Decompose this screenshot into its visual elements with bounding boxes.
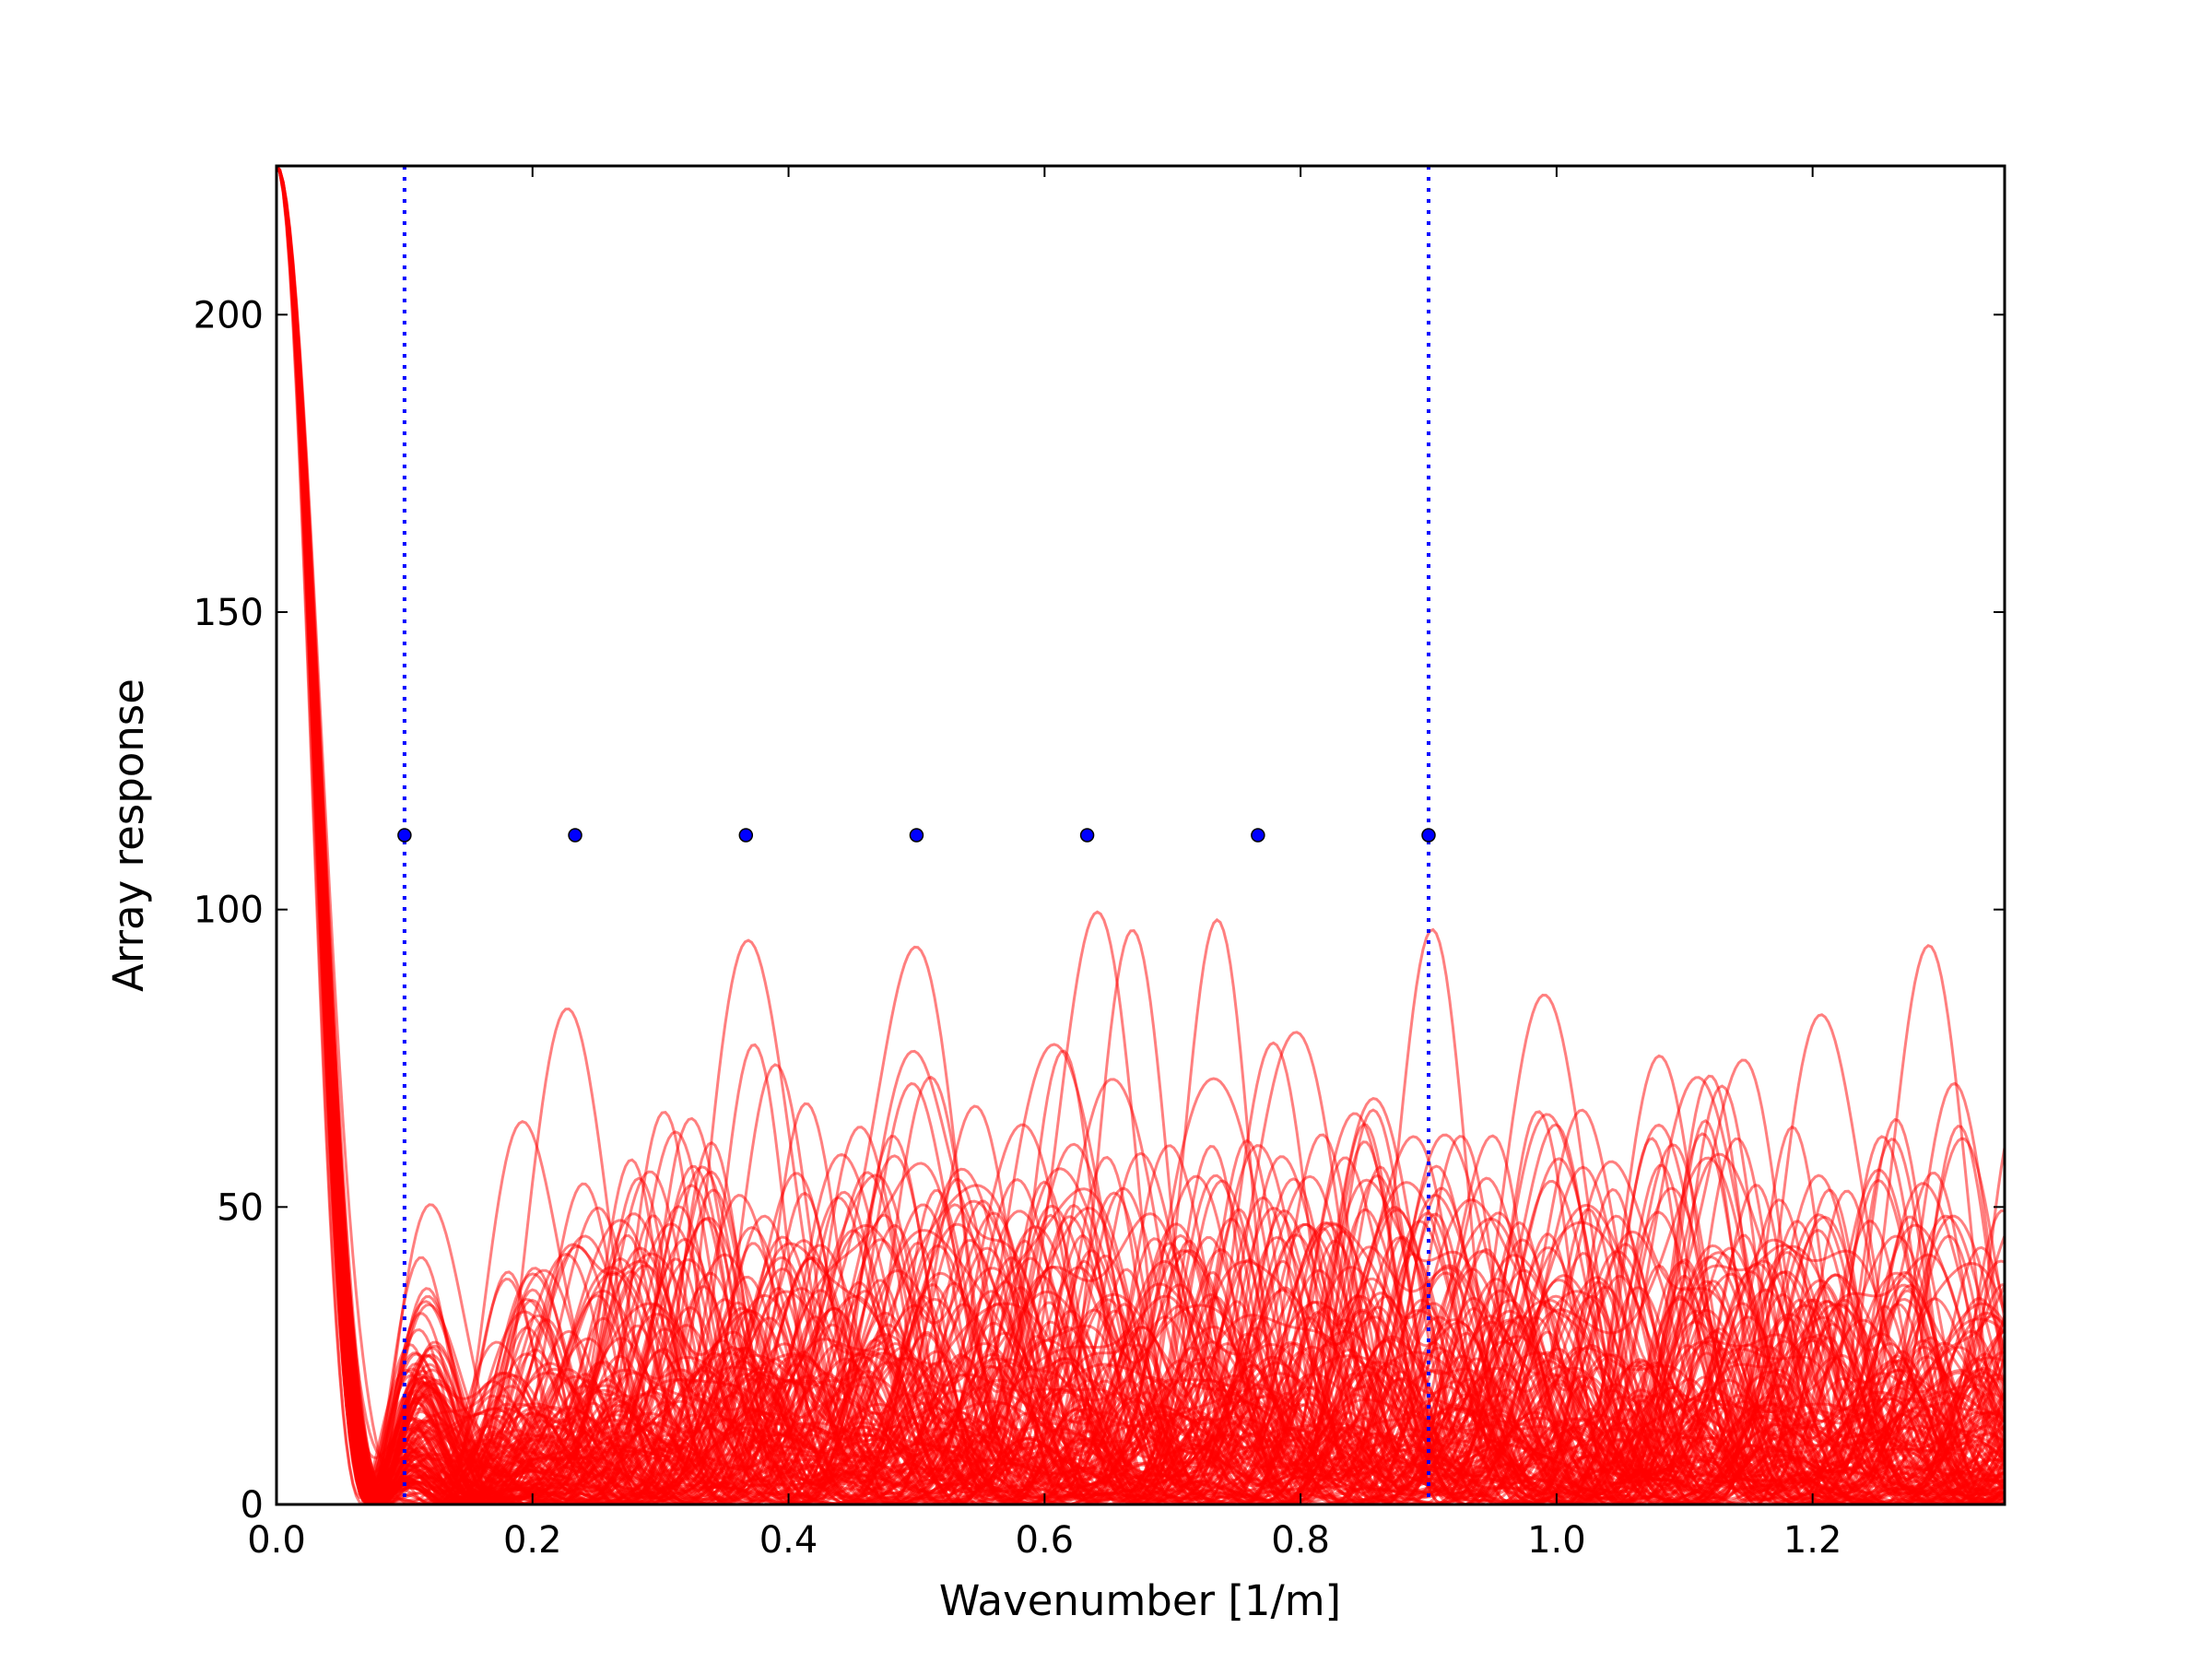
response-curve: [276, 166, 2005, 1504]
sample-marker: [1251, 828, 1265, 843]
sample-marker: [1079, 828, 1095, 843]
response-curve: [276, 166, 2005, 1504]
response-curve: [276, 166, 2005, 1504]
x-tick-label: 0.0: [247, 1519, 306, 1562]
y-axis-ticks: 0 50 100 150 200: [194, 294, 2005, 1527]
sample-marker: [1421, 828, 1436, 843]
response-curve: [276, 166, 2005, 1504]
sample-marker: [738, 828, 754, 843]
y-tick-label: 50: [217, 1186, 264, 1229]
y-tick-label: 0: [241, 1484, 264, 1527]
response-curve: [276, 166, 2005, 1504]
response-curve: [276, 166, 2005, 1504]
sample-marker: [909, 828, 924, 843]
x-tick-label: 1.0: [1527, 1519, 1586, 1562]
y-tick-label: 200: [194, 294, 264, 336]
sample-markers: [397, 828, 1436, 843]
y-tick-label: 100: [194, 890, 264, 932]
response-curve: [276, 166, 2005, 1504]
x-tick-label: 0.2: [503, 1519, 562, 1562]
x-tick-label: 0.4: [759, 1519, 818, 1562]
sample-marker: [397, 828, 412, 843]
x-axis-label: Wavenumber [1/m]: [939, 1576, 1341, 1625]
x-tick-label: 0.8: [1271, 1519, 1330, 1562]
y-tick-label: 150: [194, 592, 264, 634]
sample-marker: [568, 828, 582, 843]
response-curve: [276, 166, 2005, 1504]
limit-lines: [402, 166, 1430, 1504]
response-curves: [276, 166, 2005, 1504]
response-curve: [276, 166, 2005, 1504]
response-curve: [276, 166, 2005, 1504]
x-axis-ticks: 0.0 0.2 0.4 0.6 0.8 1.0 1.2: [247, 166, 1841, 1562]
y-axis-label: Array response: [104, 678, 153, 992]
response-curve: [276, 166, 2005, 1504]
plot-frame: [275, 164, 2006, 1506]
x-tick-label: 1.2: [1783, 1519, 1842, 1562]
x-tick-label: 0.6: [1016, 1519, 1075, 1562]
